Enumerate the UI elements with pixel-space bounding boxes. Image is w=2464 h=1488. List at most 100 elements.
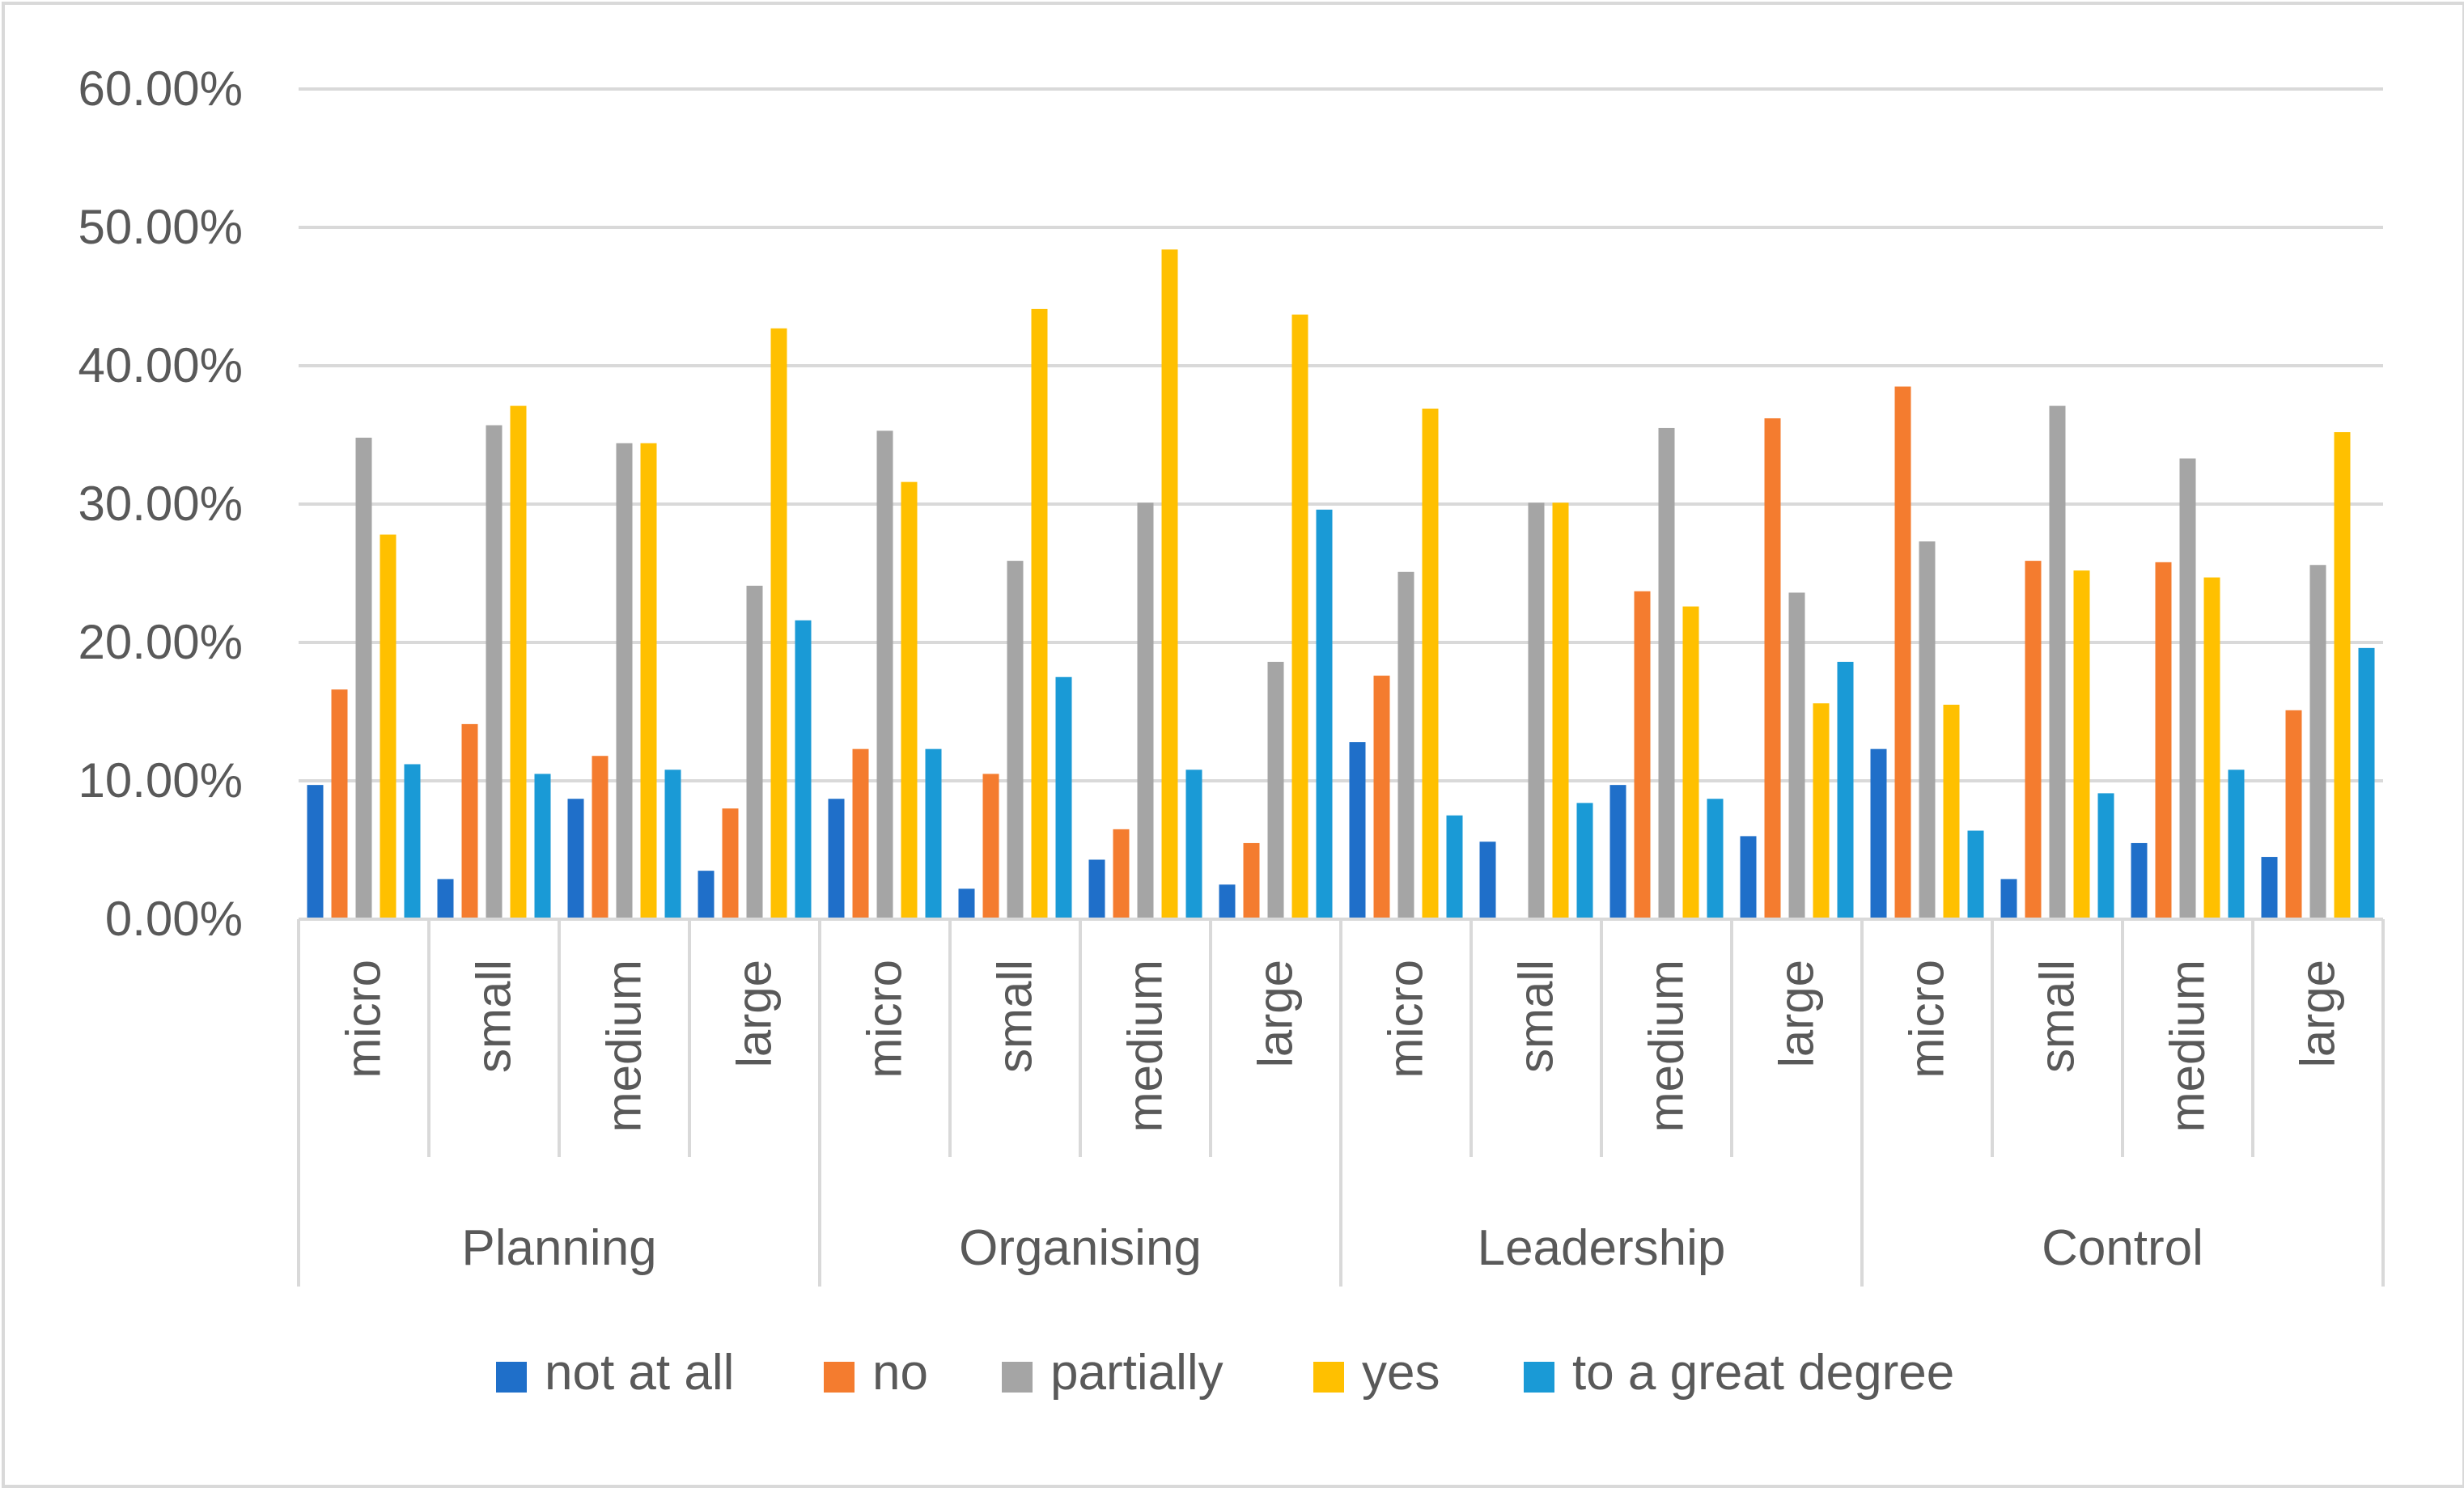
bar-no xyxy=(722,808,739,919)
x-subcategory-label: large xyxy=(1249,960,1303,1067)
bar-not-at-all xyxy=(1479,842,1496,919)
y-tick-label: 60.00% xyxy=(78,61,244,116)
bar-not-at-all xyxy=(1349,742,1366,919)
bar-no xyxy=(2285,710,2302,919)
bar-partially xyxy=(1919,541,1936,919)
bar-not-at-all xyxy=(1088,859,1105,919)
bar-no xyxy=(1634,591,1651,919)
x-subcategory-labels: micro small medium large micro small medium lar… xyxy=(337,960,2345,1132)
bar-yes xyxy=(1031,308,1048,919)
x-subcategory-label: large xyxy=(2291,960,2345,1067)
bar-not-at-all xyxy=(828,799,845,919)
bar-yes xyxy=(1682,606,1699,919)
bar-yes xyxy=(2203,577,2220,919)
y-tick-label: 30.00% xyxy=(78,477,244,531)
x-subcategory-label: medium xyxy=(2161,960,2215,1132)
x-subcategory-label: micro xyxy=(1900,960,1954,1079)
bar-no xyxy=(461,723,478,919)
bar-yes xyxy=(380,534,397,919)
bar-yes xyxy=(1943,704,1960,919)
legend-swatch xyxy=(1524,1362,1554,1393)
bar-yes xyxy=(770,328,787,920)
bar-partially xyxy=(1267,661,1284,919)
gridlines xyxy=(299,87,2383,782)
bar-no xyxy=(1373,676,1390,919)
bar-partially xyxy=(1397,571,1414,919)
bar-no xyxy=(1764,418,1781,919)
bar-yes xyxy=(2073,570,2090,919)
bar-no xyxy=(1243,842,1260,919)
bar-not-at-all xyxy=(2000,879,2017,919)
bar-yes xyxy=(1291,314,1308,920)
x-group-label: Control xyxy=(2042,1220,2203,1276)
bars xyxy=(307,249,2375,920)
bar-yes xyxy=(2334,432,2351,919)
y-tick-label: 20.00% xyxy=(78,615,244,669)
legend: not at all no partially yes to a great degre… xyxy=(496,1345,1954,1401)
bar-partially xyxy=(486,425,503,919)
bar-partially xyxy=(2309,565,2326,919)
bar-partially xyxy=(355,437,372,919)
y-tick-label: 10.00% xyxy=(78,753,244,808)
x-subcategory-label: small xyxy=(467,960,521,1073)
bar-to-a-great-degree xyxy=(1185,769,1202,919)
bar-partially xyxy=(1007,561,1024,919)
bar-no xyxy=(1113,829,1130,919)
bar-yes xyxy=(1813,703,1830,919)
bar-to-a-great-degree xyxy=(2228,769,2245,919)
legend-swatch xyxy=(1313,1362,1344,1393)
bar-yes xyxy=(901,481,918,919)
x-subcategory-label: micro xyxy=(858,960,912,1079)
bar-not-at-all xyxy=(437,879,454,919)
bar-to-a-great-degree xyxy=(404,764,421,919)
bar-yes xyxy=(1161,249,1178,919)
x-subcategory-label: micro xyxy=(337,960,391,1079)
bar-to-a-great-degree xyxy=(1446,815,1463,919)
bar-to-a-great-degree xyxy=(1055,676,1072,919)
bar-to-a-great-degree xyxy=(1316,509,1333,919)
bar-not-at-all xyxy=(1219,884,1236,919)
bar-to-a-great-degree xyxy=(1707,799,1724,919)
legend-swatch xyxy=(496,1362,527,1393)
x-group-label: Organising xyxy=(959,1220,1202,1276)
bar-no xyxy=(1894,386,1911,919)
y-tick-label: 0.00% xyxy=(105,892,243,946)
bar-partially xyxy=(616,443,633,919)
bar-no xyxy=(592,756,609,919)
bar-no xyxy=(982,774,999,919)
bar-not-at-all xyxy=(2131,842,2148,919)
bar-partially xyxy=(1528,502,1545,919)
legend-label: partially xyxy=(1050,1345,1224,1401)
legend-swatch xyxy=(824,1362,855,1393)
legend-swatch xyxy=(1002,1362,1033,1393)
x-subcategory-label: small xyxy=(988,960,1042,1073)
bar-to-a-great-degree xyxy=(534,774,551,919)
bar-no xyxy=(2155,562,2172,919)
bar-not-at-all xyxy=(958,888,975,919)
x-subcategory-label: medium xyxy=(597,960,651,1132)
bar-to-a-great-degree xyxy=(2097,793,2114,919)
bar-yes xyxy=(510,405,527,920)
bar-not-at-all xyxy=(1609,785,1626,919)
bar-to-a-great-degree xyxy=(2358,647,2375,919)
bar-not-at-all xyxy=(2261,857,2278,919)
bar-not-at-all xyxy=(1870,748,1887,919)
bar-partially xyxy=(1788,592,1805,919)
bar-partially xyxy=(2179,458,2196,919)
bar-to-a-great-degree xyxy=(1576,803,1593,919)
x-group-label: Leadership xyxy=(1478,1220,1726,1276)
legend-label: no xyxy=(872,1345,928,1401)
legend-label: to a great degree xyxy=(1572,1345,1954,1401)
bar-partially xyxy=(876,430,893,919)
x-subcategory-label: medium xyxy=(1118,960,1173,1132)
bar-to-a-great-degree xyxy=(1837,661,1854,919)
bar-no xyxy=(852,748,869,919)
y-tick-labels: 0.00% 10.00% 20.00% 30.00% 40.00% 50.00% 60.00… xyxy=(78,61,244,946)
bar-partially xyxy=(1658,427,1675,919)
bar-to-a-great-degree xyxy=(664,769,681,919)
y-tick-label: 40.00% xyxy=(78,338,244,392)
x-group-label: Planning xyxy=(461,1220,656,1276)
x-subcategory-label: micro xyxy=(1379,960,1433,1079)
legend-label: not at all xyxy=(545,1345,734,1401)
bar-not-at-all xyxy=(307,785,324,919)
